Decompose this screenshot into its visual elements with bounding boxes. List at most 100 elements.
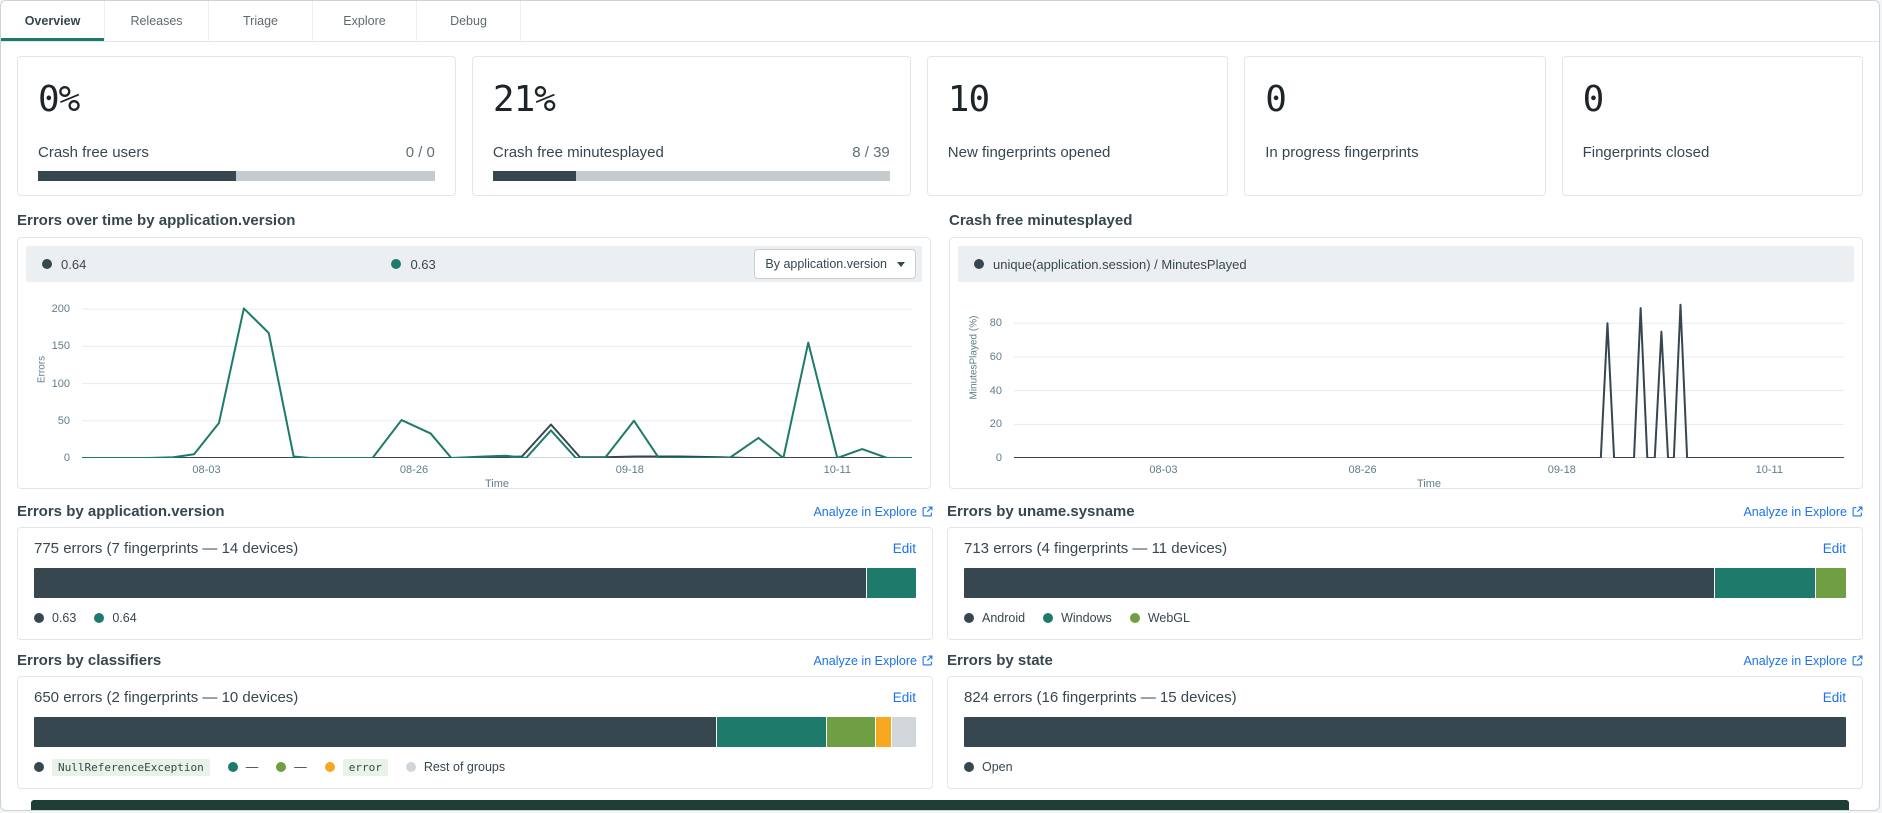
bar-segment-windows [1713, 568, 1816, 598]
legend-label: NullReferenceException [52, 758, 210, 776]
bar-segment-webgl [1815, 568, 1846, 598]
stat-fraction: 8 / 39 [852, 144, 890, 161]
external-link-icon [922, 655, 933, 666]
analyze-in-explore-link[interactable]: Analyze in Explore [1743, 505, 1863, 519]
analyze-in-explore-label: Analyze in Explore [813, 653, 917, 668]
stat-label: In progress fingerprints [1265, 144, 1419, 161]
tab-explore[interactable]: Explore [313, 1, 417, 41]
distribution-header: Errors by application.version Analyze in … [17, 503, 933, 520]
error-count-summary: 824 errors (16 fingerprints — 15 devices… [964, 689, 1237, 706]
bar-segment-android [964, 568, 1714, 598]
legend-item: NullReferenceException [34, 758, 210, 776]
analyze-in-explore-link[interactable]: Analyze in Explore [813, 654, 933, 668]
tab-triage[interactable]: Triage [209, 1, 313, 41]
crash-free-minutesplayed-section: Crash free minutesplayed unique(applicat… [949, 212, 1863, 490]
distribution-section: Errors by classifiers Analyze in Explore 6… [17, 652, 933, 789]
distribution-section: Errors by state Analyze in Explore 824 err… [947, 652, 1863, 789]
analyze-in-explore-label: Analyze in Explore [813, 504, 917, 519]
distribution-grid: Errors by application.version Analyze in … [17, 503, 1863, 789]
stat-progress-track [492, 171, 890, 181]
legend-label: — [245, 760, 259, 774]
chart-legend-item: unique(application.session) / MinutesPla… [958, 257, 1247, 272]
bar-segment-error [874, 717, 892, 747]
stat-label-row: In progress fingerprints [1265, 144, 1524, 161]
group-by-dropdown[interactable]: By application.version [754, 249, 916, 279]
y-tick-label: 50 [57, 414, 70, 427]
edit-link[interactable]: Edit [1822, 541, 1846, 556]
edit-link[interactable]: Edit [892, 690, 916, 705]
bar-segment-— [826, 717, 875, 747]
series-line-unique(application.session) / MinutesPlayed [1014, 305, 1844, 458]
tab-releases[interactable]: Releases [105, 1, 209, 41]
x-tick-label: 08-03 [192, 464, 221, 476]
distribution-title: Errors by state [947, 652, 1053, 669]
stat-label: Fingerprints closed [1582, 144, 1710, 161]
legend-label: WebGL [1147, 611, 1190, 625]
legend-dot [276, 762, 287, 772]
tab-debug[interactable]: Debug [417, 1, 521, 41]
stat-cards-row: 0% Crash free users 0 / 0 21% Crash free min… [17, 56, 1863, 196]
x-tick-label: 10-11 [1755, 464, 1783, 476]
legend-item: Windows [1043, 611, 1112, 625]
stat-progress-fill [38, 171, 237, 181]
legend-dot [324, 762, 335, 772]
legend-dot [1129, 613, 1140, 623]
crash-free-minutesplayed-panel: unique(application.session) / MinutesPla… [949, 237, 1863, 490]
analyze-in-explore-link[interactable]: Analyze in Explore [813, 505, 933, 519]
chart-legend-item: 0.64 [26, 257, 375, 272]
crash-free-minutesplayed-title: Crash free minutesplayed [949, 212, 1133, 229]
legend-label: Open [982, 760, 1013, 774]
distribution-title: Errors by application.version [17, 503, 225, 520]
errors-over-time-section: Errors over time by application.version … [17, 212, 931, 490]
bar-segment-0.64 [865, 568, 916, 598]
legend-item: Open [964, 760, 1013, 774]
y-axis-ticks: 0 20 40 60 80 [978, 298, 1006, 464]
stat-label-row: New fingerprints opened [948, 144, 1207, 161]
stat-value: 0 [1582, 79, 1605, 120]
series-line-0.63 [82, 308, 912, 458]
distribution-panel-header: 650 errors (2 fingerprints — 10 devices)… [34, 689, 916, 706]
stat-card: 0% Crash free users 0 / 0 [17, 56, 456, 196]
legend-label: 0.64 [112, 611, 137, 625]
legend-item: — [227, 760, 259, 774]
chart-legend-item: 0.63 [375, 257, 436, 272]
legend-item: error [324, 758, 388, 776]
legend-item: 0.63 [34, 611, 76, 625]
distribution-panel: 824 errors (16 fingerprints — 15 devices… [947, 676, 1863, 789]
legend-item: 0.64 [94, 611, 137, 625]
error-count-summary: 650 errors (2 fingerprints — 10 devices) [34, 689, 299, 706]
external-link-icon [1852, 655, 1863, 666]
distribution-legend: Open [964, 758, 1846, 776]
legend-dot [34, 613, 44, 623]
analyze-in-explore-label: Analyze in Explore [1743, 504, 1847, 519]
x-tick-label: 08-26 [399, 464, 429, 476]
x-tick-label: 10-11 [823, 464, 851, 476]
y-tick-label: 20 [989, 418, 1002, 431]
x-axis-ticks: 08-03 08-26 09-18 10-11 [82, 464, 912, 478]
error-count-summary: 713 errors (4 fingerprints — 11 devices) [964, 540, 1228, 557]
stat-card: 0 In progress fingerprints [1244, 56, 1546, 196]
x-tick-label: 08-03 [1149, 464, 1178, 476]
edit-link[interactable]: Edit [892, 541, 916, 556]
legend-item: Rest of groups [405, 760, 506, 774]
stat-progress-track [38, 171, 435, 181]
legend-label: Rest of groups [423, 760, 506, 774]
legend-label: Android [982, 611, 1026, 625]
bar-segment-0.63 [34, 568, 866, 598]
edit-link[interactable]: Edit [1822, 690, 1846, 705]
distribution-header: Errors by classifiers Analyze in Explore [17, 652, 933, 669]
plot-svg-box [82, 298, 912, 458]
analyze-in-explore-link[interactable]: Analyze in Explore [1743, 654, 1863, 668]
stat-fraction: 0 / 0 [405, 144, 435, 161]
bar-segment-rest-of-groups [891, 717, 916, 747]
distribution-title: Errors by uname.sysname [947, 503, 1135, 520]
x-axis-label: Time [484, 478, 510, 490]
bar-segment-open [964, 717, 1846, 747]
tab-overview[interactable]: Overview [1, 1, 105, 41]
y-tick-label: 200 [51, 303, 70, 316]
y-tick-label: 100 [51, 377, 70, 390]
y-tick-label: 40 [989, 384, 1002, 397]
distribution-panel-header: 775 errors (7 fingerprints — 14 devices)… [34, 540, 916, 557]
legend-dot [405, 762, 416, 772]
distribution-panel: 713 errors (4 fingerprints — 11 devices)… [947, 527, 1863, 640]
